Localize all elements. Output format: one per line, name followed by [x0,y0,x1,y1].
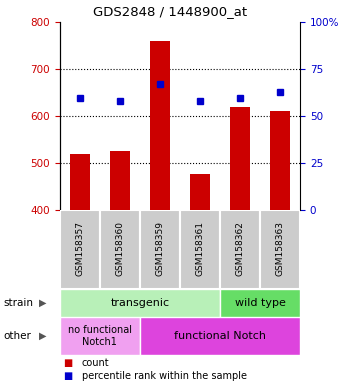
Text: no functional
Notch1: no functional Notch1 [68,325,132,347]
Bar [260,210,300,289]
Bar [190,174,210,210]
Text: GSM158362: GSM158362 [236,221,244,276]
Bar [110,151,130,210]
Text: count: count [82,358,109,368]
Bar [150,41,170,210]
Text: ■: ■ [63,371,72,381]
Bar [100,210,140,289]
Text: GSM158361: GSM158361 [195,221,204,276]
Bar [220,289,300,317]
Bar [70,154,90,210]
Bar [220,210,260,289]
Text: ▶: ▶ [39,298,46,308]
Text: GSM158359: GSM158359 [155,221,164,276]
Bar [180,210,220,289]
Bar [270,111,290,210]
Bar [60,210,100,289]
Bar [60,317,140,355]
Text: ▶: ▶ [39,331,46,341]
Bar [60,289,220,317]
Text: GSM158363: GSM158363 [276,221,284,276]
Text: GDS2848 / 1448900_at: GDS2848 / 1448900_at [93,5,248,18]
Text: percentile rank within the sample: percentile rank within the sample [82,371,247,381]
Text: other: other [3,331,31,341]
Bar [140,317,300,355]
Text: ■: ■ [63,358,72,368]
Text: transgenic: transgenic [110,298,169,308]
Bar [140,210,180,289]
Text: wild type: wild type [235,298,285,308]
Text: GSM158357: GSM158357 [75,221,84,276]
Bar [230,107,250,210]
Text: functional Notch: functional Notch [174,331,266,341]
Text: GSM158360: GSM158360 [115,221,124,276]
Text: strain: strain [3,298,33,308]
